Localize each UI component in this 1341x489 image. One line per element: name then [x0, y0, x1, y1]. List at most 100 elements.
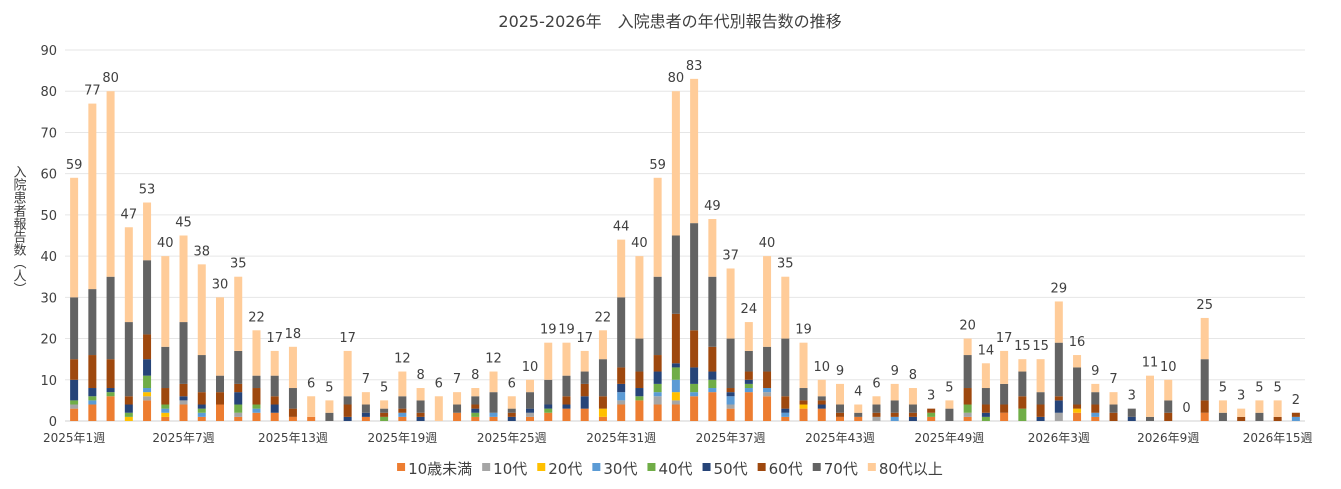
- bar-segment: [726, 392, 735, 397]
- bar-segment: [617, 239, 626, 298]
- bar-segment: [744, 388, 753, 393]
- data-label: 10: [813, 360, 830, 375]
- bar-segment: [653, 396, 662, 405]
- bar-segment: [1200, 317, 1209, 360]
- bar-segment: [817, 408, 826, 421]
- bar-segment: [1109, 392, 1118, 405]
- bar-segment: [744, 392, 753, 421]
- bar-segment: [1091, 404, 1100, 413]
- bar-segment: [270, 375, 279, 397]
- bar-segment: [927, 412, 936, 417]
- bar-segment: [88, 103, 97, 290]
- legend-swatch: [537, 463, 546, 471]
- bar-segment: [854, 416, 863, 421]
- bar-segment: [562, 404, 571, 409]
- bar-segment: [617, 404, 626, 421]
- data-label: 3: [1237, 389, 1245, 404]
- legend-label: 20代: [548, 460, 582, 478]
- bar-segment: [361, 404, 370, 413]
- bar-segment: [799, 408, 808, 421]
- bar-segment: [872, 404, 881, 413]
- bar-segment: [763, 371, 772, 389]
- bar-segment: [708, 219, 717, 277]
- bar-segment: [234, 276, 243, 351]
- data-label: 8: [909, 368, 917, 383]
- data-label: 59: [66, 158, 83, 173]
- data-label: 53: [139, 183, 156, 198]
- bar-segment: [981, 412, 990, 417]
- bar-segment: [817, 379, 826, 397]
- bar-segment: [1091, 416, 1100, 421]
- data-label: 6: [307, 376, 315, 391]
- bar-segment: [598, 416, 607, 421]
- bar-segment: [398, 408, 407, 413]
- bar-segment: [981, 404, 990, 413]
- bar-segment: [872, 396, 881, 405]
- x-tick-label: 2026年3週: [1028, 431, 1090, 445]
- bar-segment: [252, 404, 261, 409]
- bar-segment: [453, 392, 462, 405]
- legend-label: 40代: [658, 460, 692, 478]
- bar-segment: [653, 276, 662, 356]
- bar-segment: [763, 346, 772, 372]
- bar-segment: [598, 330, 607, 360]
- chart-title: 2025-2026年 入院患者の年代別報告数の推移: [498, 12, 841, 31]
- y-tick-label: 0: [49, 415, 57, 430]
- data-label: 6: [872, 376, 880, 391]
- bar-segment: [617, 392, 626, 401]
- bar-segment: [653, 392, 662, 397]
- y-tick-label: 80: [40, 85, 57, 100]
- bar-segment: [671, 392, 680, 401]
- bar-segment: [963, 355, 972, 389]
- bar-segment: [106, 388, 115, 393]
- y-axis-ticks: 0 10 20 30 40 50 60 70 80 90: [40, 44, 57, 430]
- bar-segment: [1073, 408, 1082, 413]
- bar-segment: [106, 91, 115, 277]
- legend-label: 80代以上: [879, 460, 943, 478]
- bar-segment: [854, 412, 863, 417]
- bar-segment: [70, 359, 79, 380]
- legend-label: 10代: [493, 460, 527, 478]
- bar-segment: [708, 379, 717, 389]
- legend-swatch: [757, 463, 766, 471]
- bar-segment: [234, 350, 243, 384]
- bar-segment: [1146, 375, 1154, 417]
- y-tick-label: 20: [40, 333, 57, 348]
- data-label: 19: [558, 323, 575, 338]
- bar-segment: [671, 363, 680, 368]
- bar-segment: [908, 416, 917, 421]
- y-tick-label: 30: [40, 291, 57, 306]
- bar-segment: [398, 416, 407, 421]
- bar-segment: [70, 379, 79, 401]
- legend-swatch: [647, 463, 656, 471]
- bar-segment: [671, 379, 680, 393]
- bar-segment: [836, 416, 844, 421]
- bar-segment: [507, 408, 516, 413]
- bar-segment: [124, 412, 133, 417]
- bar-segment: [234, 392, 243, 405]
- legend-swatch: [592, 463, 601, 471]
- bar-segment: [1200, 412, 1209, 421]
- bar-segment: [781, 412, 790, 417]
- bar-segment: [1091, 412, 1100, 417]
- data-label: 18: [285, 327, 302, 342]
- bar-segment: [744, 371, 753, 380]
- data-label: 6: [435, 376, 443, 391]
- bar-segment: [234, 412, 243, 417]
- bar-segment: [580, 350, 589, 372]
- bar-segment: [179, 235, 188, 323]
- bar-segment: [179, 383, 188, 397]
- x-tick-label: 2025年19週: [367, 431, 437, 445]
- data-label: 5: [380, 380, 388, 395]
- bar-segment: [416, 388, 425, 401]
- data-label: 40: [157, 236, 174, 251]
- bar-segment: [471, 416, 480, 421]
- bar-segment: [799, 400, 808, 405]
- bar-segment: [1091, 392, 1100, 405]
- bar-segment: [1218, 412, 1227, 421]
- data-label: 20: [959, 319, 976, 334]
- bar-segment: [1036, 404, 1045, 417]
- data-label: 40: [759, 236, 776, 251]
- bar-segment: [1109, 412, 1118, 421]
